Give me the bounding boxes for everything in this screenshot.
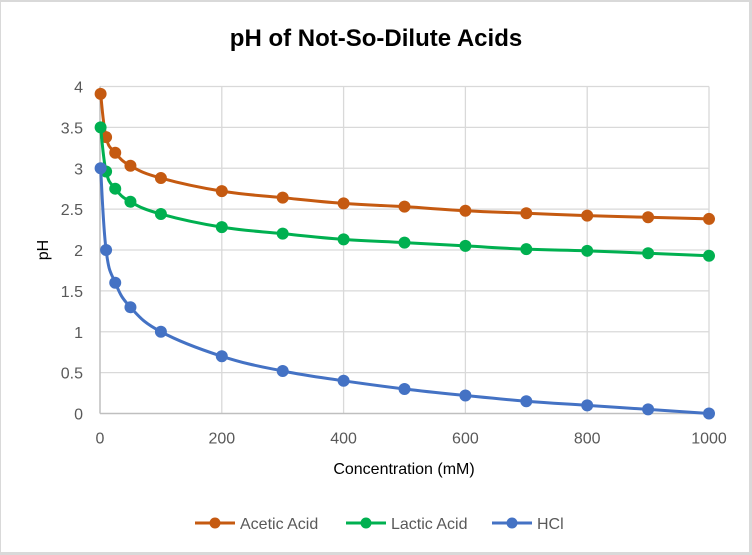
data-point-acetic-acid	[94, 87, 107, 100]
x-tick-label: 600	[452, 431, 479, 448]
x-tick-label: 1000	[691, 431, 727, 448]
data-point-hcl	[215, 350, 228, 363]
y-tick-label: 0.5	[61, 366, 83, 383]
legend-marker-icon	[506, 517, 518, 529]
data-point-lactic-acid	[215, 221, 228, 234]
data-point-acetic-acid	[276, 191, 289, 204]
y-tick-label: 3.5	[61, 120, 83, 137]
series-hcl	[94, 162, 715, 420]
data-point-lactic-acid	[337, 233, 350, 246]
data-point-hcl	[459, 389, 472, 402]
data-point-hcl	[337, 374, 350, 387]
legend-item-hcl: HCl	[492, 516, 564, 533]
axes	[99, 86, 709, 415]
x-tick-label: 400	[330, 431, 357, 448]
data-point-lactic-acid	[276, 227, 289, 240]
legend-label: Acetic Acid	[240, 516, 318, 533]
y-tick-label: 2	[74, 243, 83, 260]
data-point-lactic-acid	[94, 121, 107, 134]
x-tick-label: 800	[574, 431, 601, 448]
data-point-acetic-acid	[581, 209, 594, 222]
data-point-lactic-acid	[109, 182, 122, 195]
x-tick-labels: 0 200 400 600 800 1000	[96, 431, 727, 448]
data-point-acetic-acid	[703, 212, 715, 225]
data-point-lactic-acid	[124, 195, 137, 208]
data-point-lactic-acid	[581, 244, 594, 257]
series-line-acetic-acid	[99, 93, 710, 221]
x-axis-label: Concentration (mM)	[333, 461, 474, 478]
x-tick-label: 200	[208, 431, 235, 448]
data-point-hcl	[520, 395, 533, 408]
data-point-hcl	[703, 407, 715, 420]
data-point-lactic-acid	[520, 243, 533, 256]
data-point-acetic-acid	[398, 200, 411, 213]
y-tick-label: 1.5	[61, 284, 83, 301]
data-point-hcl	[642, 403, 655, 416]
data-point-hcl	[276, 364, 289, 377]
data-point-lactic-acid	[642, 247, 655, 260]
y-tick-label: 4	[74, 80, 83, 97]
legend-item-acetic-acid: Acetic Acid	[195, 516, 318, 533]
x-tick-label: 0	[96, 431, 105, 448]
series-line-lactic-acid	[99, 127, 710, 258]
data-point-acetic-acid	[520, 207, 533, 220]
chart-title: pH of Not-So-Dilute Acids	[230, 25, 522, 52]
data-point-hcl	[100, 244, 113, 256]
data-point-acetic-acid	[154, 172, 167, 185]
data-point-hcl	[124, 301, 137, 314]
y-axis-label: pH	[35, 240, 52, 260]
y-tick-label: 0	[74, 407, 83, 424]
data-point-hcl	[94, 162, 107, 175]
data-point-acetic-acid	[109, 146, 122, 159]
data-point-lactic-acid	[398, 236, 411, 249]
legend-marker-icon	[360, 517, 372, 529]
legend-label: Lactic Acid	[391, 516, 467, 533]
legend-label: HCl	[537, 516, 564, 533]
data-point-lactic-acid	[703, 249, 715, 262]
data-point-acetic-acid	[215, 185, 228, 198]
gridlines	[100, 85, 710, 414]
series-lactic-acid	[94, 121, 715, 262]
y-tick-label: 2.5	[61, 202, 83, 219]
data-point-acetic-acid	[337, 197, 350, 210]
legend: Acetic Acid Lactic Acid HCl	[195, 516, 564, 533]
data-point-hcl	[581, 399, 594, 412]
y-tick-label: 3	[74, 161, 83, 178]
data-point-acetic-acid	[124, 159, 137, 172]
data-point-lactic-acid	[154, 208, 167, 221]
legend-marker-icon	[209, 517, 221, 529]
legend-item-lactic-acid: Lactic Acid	[346, 516, 467, 533]
y-tick-labels: 0 0.5 1 1.5 2 2.5 3 3.5 4	[61, 80, 83, 424]
series-acetic-acid	[94, 87, 715, 225]
y-tick-label: 1	[74, 325, 83, 342]
data-point-hcl	[154, 325, 167, 338]
series-group	[94, 87, 715, 420]
data-point-acetic-acid	[459, 204, 472, 217]
data-point-hcl	[109, 276, 122, 289]
data-point-lactic-acid	[459, 239, 472, 252]
data-point-acetic-acid	[642, 211, 655, 224]
data-point-hcl	[398, 382, 411, 395]
